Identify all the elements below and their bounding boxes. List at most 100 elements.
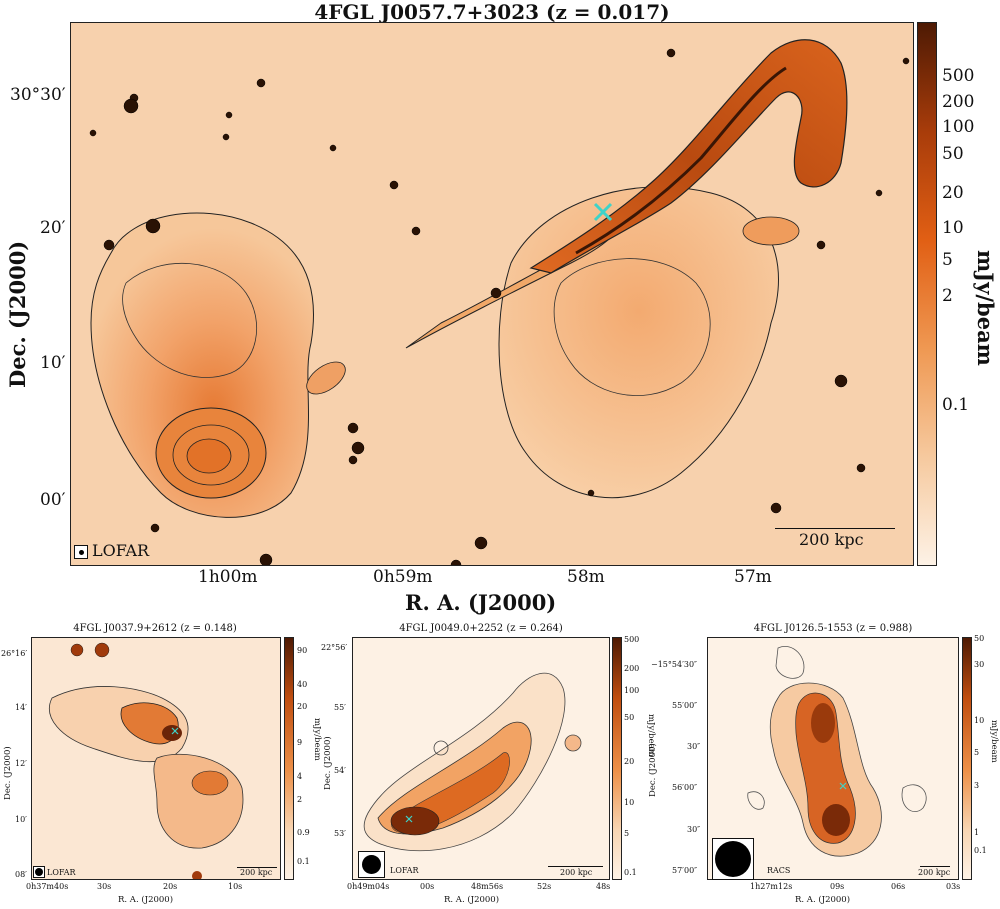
panel1-scale-label: 200 kpc xyxy=(240,868,273,877)
panel3-beam-dot xyxy=(715,841,751,877)
main-ytick-2: 20′ xyxy=(40,218,66,238)
panel1-colorbar xyxy=(284,637,294,880)
panel2-scale-bar xyxy=(548,866,603,867)
panel1-xtick-1: 0h37m40s xyxy=(26,882,69,891)
main-ytick-1: 30°30′ xyxy=(10,85,66,105)
panel1-ylabel: Dec. (J2000) xyxy=(3,746,13,800)
core-marker-main xyxy=(593,202,613,222)
panel2-xtick-5: 48s xyxy=(596,882,611,891)
panel1-cb-tick-1: 90 xyxy=(297,646,308,655)
main-cb-tick-8: 2 xyxy=(942,286,953,306)
panel3-cb-tick-7: 0.1 xyxy=(974,846,987,855)
panel3-ytick-1: −15°54′30″ xyxy=(651,660,698,669)
panel2-xtick-4: 52s xyxy=(537,882,552,891)
panel3-xlabel: R. A. (J2000) xyxy=(795,895,851,905)
panel1-beam-dot xyxy=(35,868,43,876)
panel3-radio-map xyxy=(707,637,959,880)
panel3-cb-tick-2: 30 xyxy=(974,660,985,669)
main-telescope-label: LOFAR xyxy=(92,541,150,560)
main-cb-tick-6: 10 xyxy=(942,218,964,238)
panel1-cb-tick-3: 20 xyxy=(297,702,308,711)
panel2-ytick-3: 54′ xyxy=(334,766,346,775)
panel1-radio-map xyxy=(31,637,281,880)
panel2-ylabel: Dec. (J2000) xyxy=(323,736,333,790)
panel2-telescope-label: LOFAR xyxy=(390,866,419,875)
panel3-xtick-2: 09s xyxy=(830,882,845,891)
main-radio-map xyxy=(70,22,914,566)
main-panel-title: 4FGL J0057.7+3023 (z = 0.017) xyxy=(314,0,670,24)
panel1-xtick-3: 20s xyxy=(163,882,178,891)
panel2-cb-tick-8: 0.1 xyxy=(624,868,637,877)
panel3-ytick-2: 55′00″ xyxy=(672,701,698,710)
panel1-title: 4FGL J0037.9+2612 (z = 0.148) xyxy=(73,623,237,634)
panel1-scale-bar xyxy=(237,867,277,868)
panel1-map-image xyxy=(32,638,280,879)
panel2-map-image xyxy=(353,638,609,879)
panel2-cb-tick-6: 10 xyxy=(624,798,635,807)
panel2-xtick-3: 48m56s xyxy=(471,882,504,891)
main-cb-tick-4: 50 xyxy=(942,144,964,164)
panel3-ylabel: Dec. (J2000) xyxy=(648,743,658,797)
panel2-radio-map xyxy=(352,637,610,880)
main-ytick-4: 00′ xyxy=(40,490,66,510)
panel1-ytick-3: 12′ xyxy=(15,759,27,768)
panel1-colorbar-label: mJy/beam xyxy=(312,718,322,761)
main-xtick-4: 57m xyxy=(734,567,772,587)
panel3-colorbar-label: mJy/beam xyxy=(989,720,999,763)
main-scale-bar xyxy=(775,528,895,529)
panel2-ytick-4: 53′ xyxy=(334,829,346,838)
panel1-ytick-5: 08′ xyxy=(15,870,27,879)
panel1-cb-tick-2: 40 xyxy=(297,680,308,689)
panel2-cb-tick-5: 20 xyxy=(624,757,635,766)
main-cb-tick-5: 20 xyxy=(942,183,964,203)
panel2-scale-label: 200 kpc xyxy=(560,868,593,877)
main-beam-dot xyxy=(79,550,84,555)
main-cb-tick-2: 200 xyxy=(942,92,975,112)
panel2-cb-tick-1: 500 xyxy=(624,635,640,644)
main-xtick-3: 58m xyxy=(567,567,605,587)
main-colorbar xyxy=(917,22,937,566)
main-cb-tick-7: 5 xyxy=(942,250,953,270)
main-scale-label: 200 kpc xyxy=(799,530,864,549)
main-colorbar-label: mJy/beam xyxy=(973,250,998,366)
panel1-cb-tick-5: 4 xyxy=(297,772,303,781)
panel2-ytick-2: 55′ xyxy=(334,703,346,712)
panel3-ytick-4: 56′00″ xyxy=(672,783,698,792)
main-cb-tick-3: 100 xyxy=(942,117,975,137)
panel2-xlabel: R. A. (J2000) xyxy=(444,895,500,905)
panel3-xtick-1: 1h27m12s xyxy=(750,882,793,891)
panel3-xtick-4: 03s xyxy=(946,882,961,891)
panel2-title: 4FGL J0049.0+2252 (z = 0.264) xyxy=(399,623,563,634)
main-cb-tick-1: 500 xyxy=(942,66,975,86)
panel2-cb-tick-7: 5 xyxy=(624,829,630,838)
panel3-cb-tick-6: 1 xyxy=(974,828,980,837)
panel3-colorbar xyxy=(962,637,972,880)
main-ylabel: Dec. (J2000) xyxy=(5,240,30,388)
main-cb-tick-9: 0.1 xyxy=(942,395,970,415)
panel1-xtick-4: 10s xyxy=(228,882,243,891)
panel1-telescope-label: LOFAR xyxy=(47,868,76,877)
panel3-ytick-5: 30″ xyxy=(687,825,701,834)
panel1-xlabel: R. A. (J2000) xyxy=(118,895,174,905)
panel1-ytick-1: 26°16′ xyxy=(1,649,28,658)
panel3-cb-tick-3: 10 xyxy=(974,716,985,725)
panel2-ytick-1: 22°56′ xyxy=(321,643,348,652)
panel2-colorbar xyxy=(612,637,622,880)
panel1-cb-tick-7: 0.9 xyxy=(297,828,310,837)
panel3-scale-bar xyxy=(920,866,950,867)
panel3-cb-tick-4: 5 xyxy=(974,748,980,757)
panel2-beam-dot xyxy=(362,855,381,874)
panel2-xtick-1: 0h49m04s xyxy=(347,882,390,891)
panel1-cb-tick-8: 0.1 xyxy=(297,857,310,866)
main-xtick-2: 0h59m xyxy=(373,567,433,587)
panel3-map-image xyxy=(708,638,958,879)
panel3-cb-tick-1: 50 xyxy=(974,634,985,643)
panel3-cb-tick-5: 3 xyxy=(974,781,980,790)
panel2-cb-tick-4: 50 xyxy=(624,713,635,722)
panel2-cb-tick-3: 100 xyxy=(624,686,640,695)
panel1-cb-tick-4: 9 xyxy=(297,738,303,747)
panel3-telescope-label: RACS xyxy=(767,866,791,875)
panel3-title: 4FGL J0126.5-1553 (z = 0.988) xyxy=(753,623,913,634)
panel3-ytick-3: 30″ xyxy=(687,742,701,751)
panel3-scale-label: 200 kpc xyxy=(918,868,951,877)
